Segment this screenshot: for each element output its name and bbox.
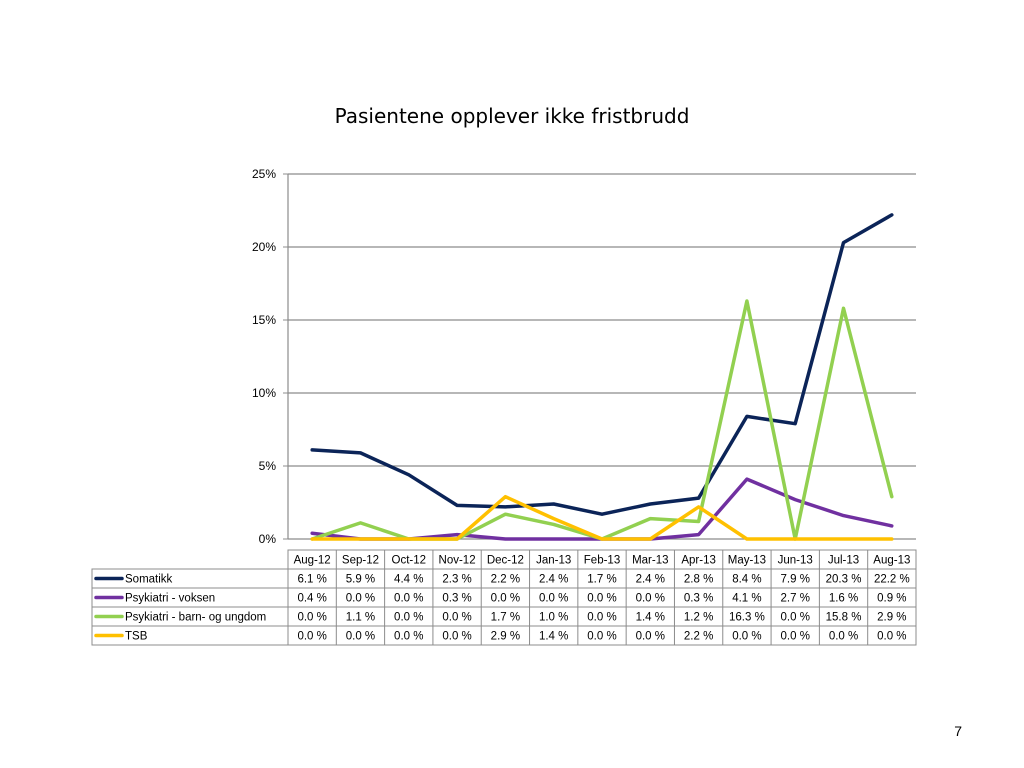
legend-entry: Psykiatri - voksen <box>125 593 215 605</box>
x-tick-label: May-13 <box>728 555 766 567</box>
data-label: 0.9 % <box>877 593 906 605</box>
data-label: 0.0 % <box>297 631 326 643</box>
data-label: 2.2 % <box>491 574 520 586</box>
legend-entry: Somatikk <box>125 574 173 586</box>
data-label: 8.4 % <box>732 574 761 586</box>
gridlines <box>288 173 916 540</box>
data-label: 0.0 % <box>587 612 616 624</box>
data-label: 1.1 % <box>346 612 375 624</box>
x-tick-label: Mar-13 <box>632 555 668 567</box>
data-label: 0.0 % <box>829 631 858 643</box>
x-tick-label: Dec-12 <box>487 555 524 567</box>
data-label: 2.3 % <box>442 574 471 586</box>
data-label: 0.0 % <box>636 593 665 605</box>
x-tick-label: Nov-12 <box>439 555 476 567</box>
y-tick-label: 20% <box>252 240 276 254</box>
data-label: 2.7 % <box>781 593 810 605</box>
data-label: 0.0 % <box>394 593 423 605</box>
data-label: 2.2 % <box>684 631 713 643</box>
x-tick-label: Aug-13 <box>873 555 910 567</box>
x-tick-label: Aug-12 <box>294 555 331 567</box>
data-label: 0.0 % <box>297 612 326 624</box>
data-label: 1.7 % <box>491 612 520 624</box>
data-label: 0.0 % <box>587 631 616 643</box>
data-label: 0.3 % <box>442 593 471 605</box>
data-label: 0.0 % <box>346 593 375 605</box>
x-tick-label: Sep-12 <box>342 555 379 567</box>
y-axis: 0% 5% 10% 15% 20% 25% <box>252 167 289 546</box>
data-label: 0.0 % <box>781 631 810 643</box>
data-label: 1.4 % <box>539 631 568 643</box>
data-label: 2.9 % <box>877 612 906 624</box>
y-tick-label: 5% <box>259 459 277 473</box>
data-label: 0.0 % <box>491 593 520 605</box>
page-number: 7 <box>954 723 962 739</box>
data-label: 1.7 % <box>587 574 616 586</box>
data-table: Aug-12 Sep-12 Oct-12 Nov-12 Dec-12 Jan-13 Feb-… <box>91 549 917 646</box>
data-label: 1.6 % <box>829 593 858 605</box>
data-label: 7.9 % <box>781 574 810 586</box>
data-label: 20.3 % <box>826 574 862 586</box>
x-tick-label: Apr-13 <box>681 555 716 567</box>
data-label: 0.0 % <box>781 612 810 624</box>
data-label: 0.0 % <box>539 593 568 605</box>
x-tick-label: Oct-12 <box>392 555 427 567</box>
data-label: 0.0 % <box>442 631 471 643</box>
legend-entry: Psykiatri - barn- og ungdom <box>125 612 266 624</box>
data-label: 4.1 % <box>732 593 761 605</box>
data-label: 4.4 % <box>394 574 423 586</box>
data-label: 22.2 % <box>874 574 910 586</box>
y-tick-label: 25% <box>252 167 276 181</box>
data-label: 0.3 % <box>684 593 713 605</box>
data-label: 1.2 % <box>684 612 713 624</box>
data-label: 1.4 % <box>636 612 665 624</box>
x-tick-label: Feb-13 <box>584 555 620 567</box>
data-label: 16.3 % <box>729 612 765 624</box>
y-tick-label: 15% <box>252 313 276 327</box>
x-tick-label: Jul-13 <box>828 555 859 567</box>
chart-title: Pasientene opplever ikke fristbrudd <box>334 104 690 128</box>
y-tick-label: 10% <box>252 386 276 400</box>
data-label: 0.0 % <box>587 593 616 605</box>
y-tick-label: 0% <box>259 532 277 546</box>
data-label: 2.4 % <box>636 574 665 586</box>
data-label: 2.8 % <box>684 574 713 586</box>
x-tick-label: Jun-13 <box>778 555 813 567</box>
series-lines <box>310 213 894 541</box>
series-line-0 <box>310 213 894 516</box>
data-label: 0.4 % <box>297 593 326 605</box>
data-label: 2.4 % <box>539 574 568 586</box>
data-label: 2.9 % <box>491 631 520 643</box>
data-label: 0.0 % <box>442 612 471 624</box>
data-label: 0.0 % <box>636 631 665 643</box>
data-label: 0.0 % <box>732 631 761 643</box>
data-label: 1.0 % <box>539 612 568 624</box>
data-label: 6.1 % <box>297 574 326 586</box>
data-label: 0.0 % <box>394 631 423 643</box>
x-tick-label: Jan-13 <box>536 555 571 567</box>
data-label: 0.0 % <box>877 631 906 643</box>
data-label: 15.8 % <box>826 612 862 624</box>
legend-entry: TSB <box>125 631 148 643</box>
data-label: 0.0 % <box>346 631 375 643</box>
data-label: 5.9 % <box>346 574 375 586</box>
data-label: 0.0 % <box>394 612 423 624</box>
